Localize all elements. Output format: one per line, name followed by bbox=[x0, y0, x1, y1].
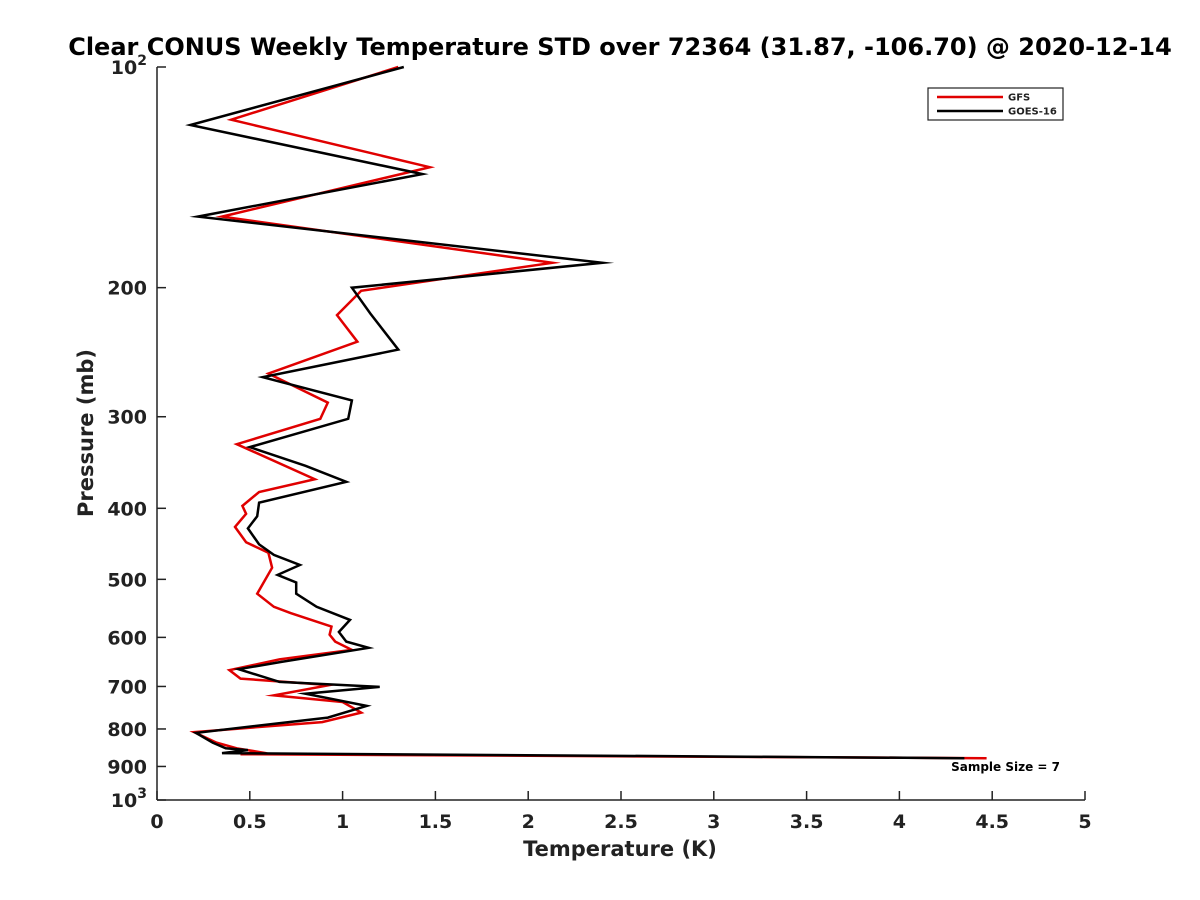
x-tick-label: 4 bbox=[893, 811, 906, 833]
y-tick-base: 200 bbox=[107, 278, 147, 300]
x-axis-ticks: 0 0.5 1 1.5 2 2.5 3 3.5 4 4.5 5 bbox=[150, 791, 1092, 833]
legend-box bbox=[927, 87, 1064, 121]
y-tick-label: 400 bbox=[107, 498, 147, 520]
series-line-gfs bbox=[189, 65, 987, 760]
y-tick-base: 10 bbox=[111, 790, 137, 812]
x-tick-label: 2.5 bbox=[604, 811, 638, 833]
x-axis-label: Temperature (K) bbox=[523, 837, 717, 861]
y-tick-base: 900 bbox=[107, 756, 147, 778]
legend-label-gfs: GFS bbox=[1008, 93, 1030, 104]
x-tick-label: 1.5 bbox=[419, 811, 453, 833]
y-tick-base: 700 bbox=[107, 676, 147, 698]
series-lines bbox=[185, 65, 987, 760]
y-tick-label: 700 bbox=[107, 676, 147, 698]
y-tick-base: 600 bbox=[107, 627, 147, 649]
y-tick-label: 900 bbox=[107, 756, 147, 778]
y-tick-label: 300 bbox=[107, 407, 147, 429]
x-tick-label: 3.5 bbox=[790, 811, 824, 833]
sample-size-annotation: Sample Size = 7 bbox=[951, 760, 1060, 774]
y-tick-label: 200 bbox=[107, 278, 147, 300]
legend-label-goes16: GOES-16 bbox=[1008, 107, 1057, 118]
y-tick-base: 400 bbox=[107, 498, 147, 520]
x-tick-label: 1 bbox=[336, 811, 349, 833]
y-axis-label: Pressure (mb) bbox=[74, 349, 98, 517]
y-tick-base: 10 bbox=[111, 57, 137, 79]
y-tick-base: 300 bbox=[107, 407, 147, 429]
y-tick-base: 800 bbox=[107, 719, 147, 741]
plot-area: 0 0.5 1 1.5 2 2.5 3 3.5 4 4.5 5 102200300400500600… bbox=[107, 53, 1091, 833]
y-tick-label: 600 bbox=[107, 627, 147, 649]
x-tick-label: 3 bbox=[707, 811, 720, 833]
x-tick-label: 0.5 bbox=[233, 811, 267, 833]
x-tick-label: 0 bbox=[150, 811, 163, 833]
x-tick-label: 4.5 bbox=[975, 811, 1009, 833]
y-tick-label: 102 bbox=[111, 53, 147, 79]
x-tick-label: 5 bbox=[1078, 811, 1091, 833]
y-tick-exponent: 2 bbox=[137, 53, 147, 69]
legend: GFS GOES-16 bbox=[927, 87, 1064, 121]
series-line-goes16 bbox=[185, 65, 965, 760]
y-tick-label: 103 bbox=[111, 786, 147, 812]
chart-title: Clear CONUS Weekly Temperature STD over … bbox=[68, 33, 1172, 61]
y-tick-base: 500 bbox=[107, 569, 147, 591]
y-tick-label: 500 bbox=[107, 569, 147, 591]
y-tick-exponent: 3 bbox=[137, 786, 147, 802]
x-tick-label: 2 bbox=[522, 811, 535, 833]
y-tick-label: 800 bbox=[107, 719, 147, 741]
